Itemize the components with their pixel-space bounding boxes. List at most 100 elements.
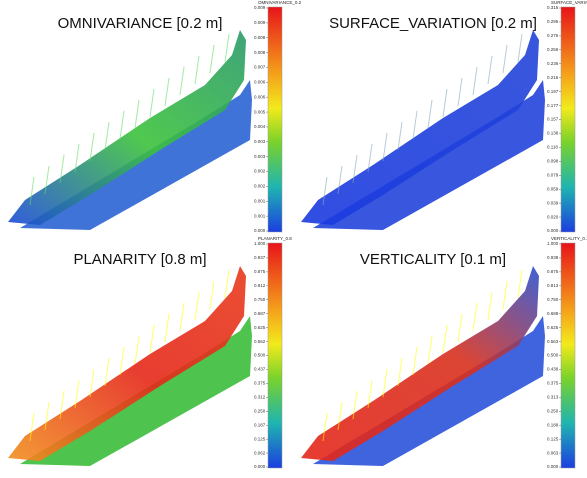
panel: VERTICALITY [0.1 m] VERTICALITY_0.11.000 0… xyxy=(301,236,587,469)
colorbar-tick-label: 0.315 xyxy=(547,5,559,10)
structure-line xyxy=(427,335,433,365)
colorbar-tick-label: 0.063 xyxy=(547,450,559,455)
colorbar-tick-label: 0.138 xyxy=(547,131,559,136)
structure-line xyxy=(427,99,433,129)
colorbar-tick-label: 0.256 xyxy=(547,47,559,52)
structure-line xyxy=(472,66,478,96)
colorbar-tick-label: 0.236 xyxy=(547,61,559,66)
colorbar-tick-label: 0.875 xyxy=(254,269,266,274)
structure-line xyxy=(337,165,343,195)
colorbar-tick-label: 0.938 xyxy=(547,255,559,260)
colorbar-tick-label: 0.008 xyxy=(254,50,266,55)
colorbar xyxy=(560,242,576,469)
colorbar-tick-label: 0.000 xyxy=(254,228,266,233)
colorbar-tick-label: 0.003 xyxy=(254,139,266,144)
colorbar-tick-label: 0.001 xyxy=(254,198,266,203)
structure-line xyxy=(179,302,185,332)
panel: OMNIVARIANCE [0.2 m]OMNIVARIANCE_0.20.00… xyxy=(8,0,302,233)
structure-line xyxy=(74,379,80,409)
colorbar-tick-label: 0.375 xyxy=(547,381,559,386)
colorbar-label: PLANARITY_0.8 xyxy=(258,236,292,241)
colorbar-tick-label: 1.000 xyxy=(547,241,559,246)
structure-line xyxy=(74,143,80,173)
point-cloud xyxy=(301,266,539,461)
colorbar-tick-label: 1.000 xyxy=(254,241,266,246)
structure-line xyxy=(224,269,230,299)
colorbar-tick-label: 0.003 xyxy=(254,154,266,159)
structure-line xyxy=(134,99,140,129)
structure-line xyxy=(457,77,463,107)
colorbar-tick-label: 0.295 xyxy=(547,19,559,24)
structure-line xyxy=(337,401,343,431)
colorbar-tick-label: 0.687 xyxy=(254,311,266,316)
structure-line xyxy=(367,143,373,173)
structure-line xyxy=(382,368,388,398)
colorbar-tick-label: 0.020 xyxy=(547,214,559,219)
panel-title: PLANARITY [0.8 m] xyxy=(73,251,206,268)
structure-line xyxy=(472,302,478,332)
structure-line xyxy=(502,44,508,74)
point-cloud xyxy=(8,30,246,225)
colorbar-tick-label: 0.008 xyxy=(254,35,266,40)
structure-line xyxy=(119,346,125,376)
structure-line xyxy=(352,390,358,420)
colorbar-tick-label: 0.625 xyxy=(547,325,559,330)
structure-line xyxy=(352,154,358,184)
structure-line xyxy=(224,33,230,63)
colorbar xyxy=(267,6,283,233)
colorbar-tick-label: 0.157 xyxy=(547,117,559,122)
structure-line xyxy=(487,55,493,85)
colorbar-tick-label: 0.118 xyxy=(547,145,558,150)
colorbar-tick-label: 0.002 xyxy=(254,184,266,189)
colorbar-tick-label: 0.625 xyxy=(254,325,266,330)
structure-line xyxy=(397,121,403,151)
colorbar-tick-label: 0.937 xyxy=(254,255,266,260)
colorbar-tick-label: 0.750 xyxy=(254,297,266,302)
colorbar-tick-label: 0.276 xyxy=(547,33,559,38)
colorbar-tick-label: 0.125 xyxy=(547,436,559,441)
structure-line xyxy=(517,33,523,63)
colorbar-tick-label: 0.250 xyxy=(254,408,266,413)
structure-line xyxy=(209,44,215,74)
colorbar-tick-label: 0.313 xyxy=(547,395,559,400)
colorbar-tick-label: 0.062 xyxy=(254,450,266,455)
colorbar-tick-label: 0.750 xyxy=(547,297,559,302)
colorbar-label: VERTICALITY_0.1 xyxy=(551,236,587,241)
structure-line xyxy=(149,324,155,354)
colorbar-tick-label: 0.079 xyxy=(547,172,559,177)
structure-line xyxy=(382,132,388,162)
structure-line xyxy=(119,110,125,140)
structure-line xyxy=(134,335,140,365)
structure-line xyxy=(194,291,200,321)
colorbar-label: SURFACE_VARIATION_0 xyxy=(551,0,587,5)
colorbar-tick-label: 0.216 xyxy=(547,75,559,80)
colorbar-tick-label: 0.006 xyxy=(254,94,266,99)
colorbar-tick-label: 0.438 xyxy=(547,367,559,372)
colorbar-tick-label: 0.197 xyxy=(547,89,559,94)
colorbar-tick-label: 0.812 xyxy=(254,283,266,288)
structure-line xyxy=(89,132,95,162)
structure-line xyxy=(104,357,110,387)
colorbar-tick-label: 0.006 xyxy=(254,80,266,85)
structure-line xyxy=(502,280,508,310)
colorbar-tick-label: 0.250 xyxy=(547,408,559,413)
colorbar-tick-label: 0.562 xyxy=(254,339,266,344)
colorbar-tick-label: 0.563 xyxy=(547,339,559,344)
structure-line xyxy=(104,121,110,151)
structure-line xyxy=(457,313,463,343)
colorbar-tick-label: 0.875 xyxy=(547,269,559,274)
structure-line xyxy=(442,88,448,118)
structure-line xyxy=(149,88,155,118)
colorbar-tick-label: 0.375 xyxy=(254,381,266,386)
structure-line xyxy=(322,176,328,206)
colorbar-tick-label: 0.009 xyxy=(254,5,266,10)
panel: PLANARITY [0.8 m] PLANARITY_0.81.000 0.937… xyxy=(8,236,292,469)
panel-title: OMNIVARIANCE [0.2 m] xyxy=(58,15,223,32)
structure-line xyxy=(209,280,215,310)
colorbar-tick-label: 0.187 xyxy=(254,422,266,427)
structure-line xyxy=(44,165,50,195)
structure-line xyxy=(89,368,95,398)
structure-line xyxy=(29,412,35,442)
colorbar-tick-label: 0.002 xyxy=(254,169,266,174)
structure-line xyxy=(517,269,523,299)
